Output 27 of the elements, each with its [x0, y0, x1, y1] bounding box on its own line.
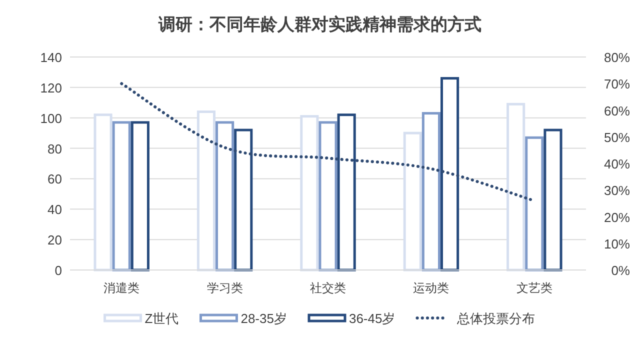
y2-tick-label: 0%: [611, 263, 630, 278]
chart-title: 调研：不同年龄人群对实践精神需求的方式: [158, 15, 482, 34]
y-tick-label: 100: [40, 110, 62, 126]
y2-tick-label: 60%: [604, 103, 630, 118]
x-tick-label: 学习类: [206, 281, 243, 295]
x-tick-label: 文艺类: [516, 281, 552, 295]
legend-label: 总体投票分布: [456, 311, 536, 326]
y2-tick-label: 40%: [604, 156, 630, 172]
y2-tick-label: 70%: [604, 76, 630, 92]
y-tick-label: 0: [54, 263, 62, 278]
x-tick-label: 消遣类: [104, 281, 140, 295]
y2-tick-label: 20%: [604, 210, 630, 225]
y-tick-label: 140: [40, 50, 62, 65]
x-tick-label: 社交类: [310, 281, 346, 295]
y-tick-label: 20: [48, 232, 62, 248]
y2-tick-label: 30%: [604, 183, 630, 198]
y-tick-label: 120: [40, 80, 62, 96]
y2-tick-label: 80%: [604, 50, 630, 65]
legend-label: 28-35岁: [240, 311, 287, 326]
y2-tick-label: 10%: [604, 236, 630, 252]
y-tick-label: 60: [48, 172, 62, 187]
legend-label: 36-45岁: [348, 311, 396, 326]
legend-label: Z世代: [144, 311, 179, 326]
y2-tick-label: 50%: [604, 130, 630, 145]
y-tick-label: 80: [48, 141, 62, 156]
x-tick-label: 运动类: [413, 281, 450, 295]
y-tick-label: 40: [48, 202, 62, 218]
